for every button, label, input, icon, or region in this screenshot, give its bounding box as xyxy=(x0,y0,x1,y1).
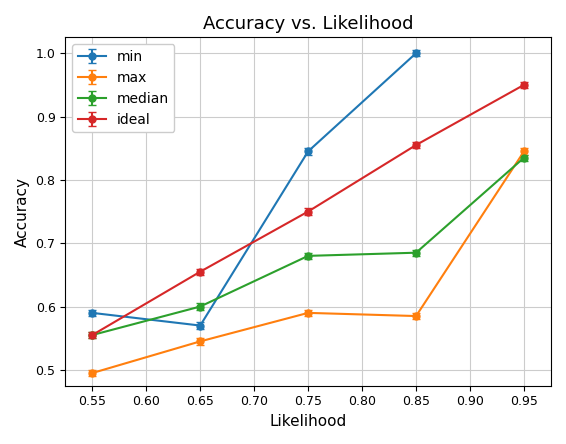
Y-axis label: Accuracy: Accuracy xyxy=(15,177,30,246)
X-axis label: Likelihood: Likelihood xyxy=(269,414,347,429)
Legend: min, max, median, ideal: min, max, median, ideal xyxy=(72,44,174,132)
Title: Accuracy vs. Likelihood: Accuracy vs. Likelihood xyxy=(203,15,413,33)
